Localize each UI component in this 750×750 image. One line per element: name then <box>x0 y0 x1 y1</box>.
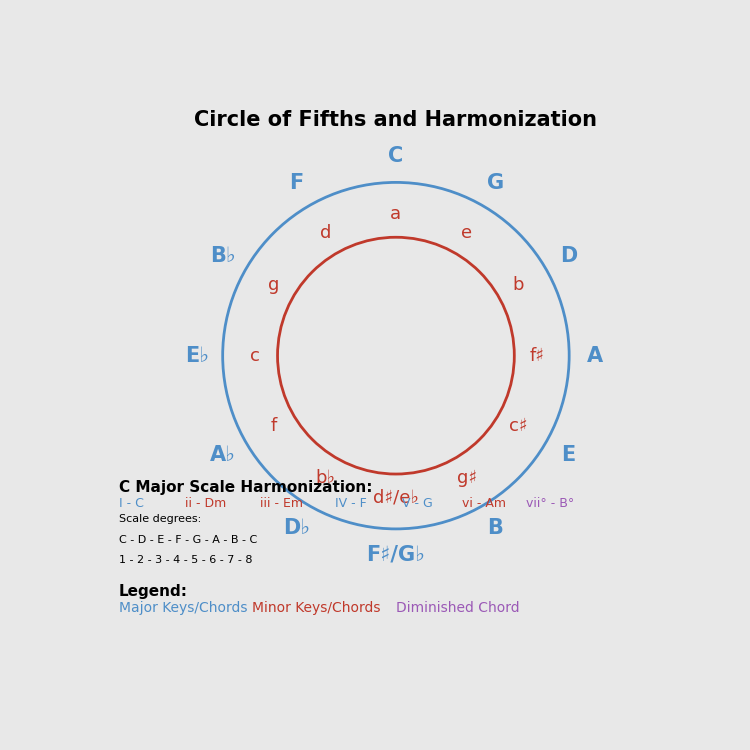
Text: V - G: V - G <box>402 497 433 510</box>
Text: c: c <box>250 346 259 364</box>
Text: F♯/G♭: F♯/G♭ <box>367 545 425 565</box>
Text: f: f <box>270 417 277 435</box>
Text: Diminished Chord: Diminished Chord <box>396 601 520 615</box>
Text: d: d <box>320 224 331 242</box>
Text: D♭: D♭ <box>283 518 310 538</box>
Text: f♯: f♯ <box>530 346 544 364</box>
Text: A♭: A♭ <box>211 446 236 465</box>
Text: e: e <box>461 224 472 242</box>
Text: D: D <box>560 246 577 266</box>
Text: E: E <box>561 446 575 465</box>
Text: c♯: c♯ <box>509 417 528 435</box>
Text: b♭: b♭ <box>315 470 335 488</box>
Text: vi - Am: vi - Am <box>462 497 506 510</box>
Text: C: C <box>388 146 404 166</box>
Text: C - D - E - F - G - A - B - C: C - D - E - F - G - A - B - C <box>118 535 257 544</box>
Text: C Major Scale Harmonization:: C Major Scale Harmonization: <box>118 480 372 495</box>
Text: 1 - 2 - 3 - 4 - 5 - 6 - 7 - 8: 1 - 2 - 3 - 4 - 5 - 6 - 7 - 8 <box>118 555 252 565</box>
Text: Circle of Fifths and Harmonization: Circle of Fifths and Harmonization <box>194 110 598 130</box>
Text: g♯: g♯ <box>457 470 477 488</box>
Text: vii° - B°: vii° - B° <box>526 497 574 510</box>
Text: b: b <box>513 276 524 294</box>
Text: Major Keys/Chords: Major Keys/Chords <box>118 601 248 615</box>
Text: E♭: E♭ <box>184 346 209 366</box>
Text: Minor Keys/Chords: Minor Keys/Chords <box>251 601 380 615</box>
Text: g: g <box>268 276 279 294</box>
Text: Scale degrees:: Scale degrees: <box>118 514 201 524</box>
Text: A: A <box>587 346 603 366</box>
Text: B: B <box>488 518 503 538</box>
Text: d♯/e♭: d♯/e♭ <box>373 488 419 506</box>
Text: G: G <box>487 173 504 193</box>
Text: F: F <box>290 173 304 193</box>
Text: Legend:: Legend: <box>118 584 188 598</box>
Text: I - C: I - C <box>118 497 143 510</box>
Text: IV - F: IV - F <box>335 497 367 510</box>
Text: B♭: B♭ <box>211 246 236 266</box>
Text: a: a <box>390 206 401 224</box>
Text: iii - Em: iii - Em <box>260 497 303 510</box>
Text: ii - Dm: ii - Dm <box>185 497 226 510</box>
